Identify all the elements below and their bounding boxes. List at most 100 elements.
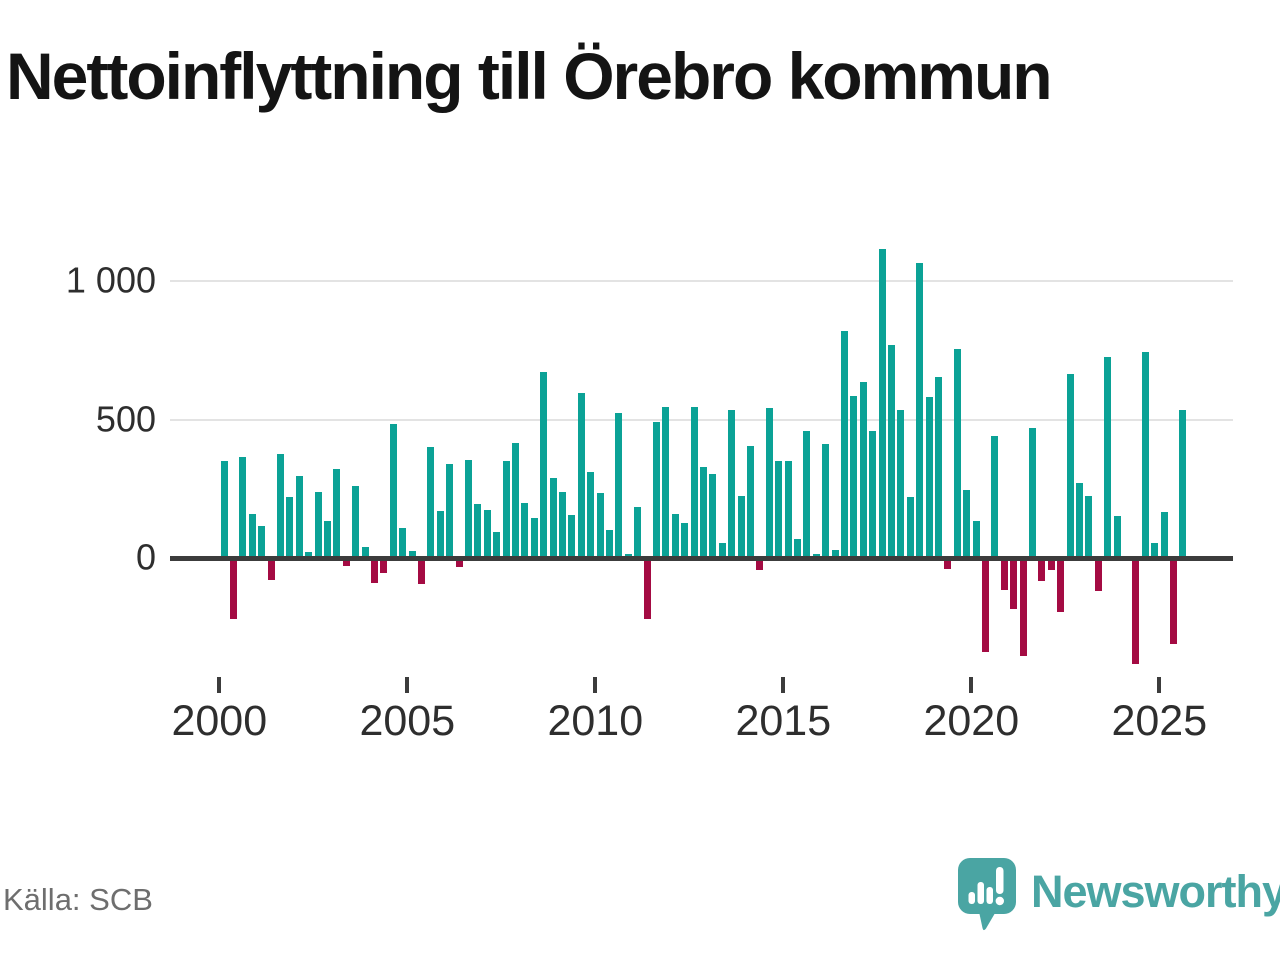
source-note: Källa: SCB [3, 882, 153, 917]
bar [690, 407, 698, 558]
bar [925, 397, 933, 558]
bar [1094, 560, 1102, 591]
bar [568, 515, 576, 558]
bar [1000, 560, 1008, 590]
bar [634, 506, 642, 558]
bar [493, 531, 501, 558]
gridline-1000 [170, 280, 1233, 282]
x-axis-tick-label: 2010 [547, 697, 644, 745]
bar [972, 520, 980, 558]
bar [530, 517, 538, 558]
x-axis-tick-label: 2020 [923, 697, 1020, 745]
bar [239, 456, 247, 558]
bar [822, 444, 830, 558]
bar [1141, 351, 1149, 558]
bar [671, 513, 679, 558]
bar [446, 463, 454, 558]
y-axis-tick-label: 0 [135, 536, 156, 578]
x-axis-zero-line [170, 556, 1233, 561]
bar [295, 476, 303, 558]
bar [652, 422, 660, 558]
bar [887, 344, 895, 558]
bar [511, 443, 519, 558]
bar [859, 382, 867, 558]
bar [784, 461, 792, 558]
bar [389, 423, 397, 558]
bar [540, 372, 548, 558]
bar [643, 560, 651, 619]
bar [1010, 560, 1018, 609]
bar [840, 330, 848, 558]
bar [267, 560, 275, 580]
bar [464, 459, 472, 558]
bar [1057, 560, 1065, 612]
bar [605, 530, 613, 558]
bar [276, 454, 284, 558]
bar [380, 560, 388, 573]
x-axis-tick-label: 2005 [359, 697, 456, 745]
bar [323, 520, 331, 558]
x-axis-tick-mark [969, 677, 974, 693]
bar [681, 523, 689, 558]
bar [906, 497, 914, 558]
bar [718, 542, 726, 558]
bar [812, 553, 820, 558]
bar [502, 461, 510, 558]
bar [831, 549, 839, 558]
bar [1169, 560, 1177, 644]
bar [756, 560, 764, 571]
bar [220, 461, 228, 558]
bar [1132, 560, 1140, 665]
bar [577, 393, 585, 558]
bar [549, 477, 557, 558]
bar [728, 409, 736, 558]
bar [944, 560, 952, 569]
bar [737, 495, 745, 558]
bar [709, 473, 717, 558]
bar [521, 502, 529, 558]
bar [1104, 357, 1112, 558]
bar [352, 485, 360, 558]
bar [455, 560, 463, 568]
x-axis-tick-mark [1157, 677, 1162, 693]
bar [624, 553, 632, 558]
bar [953, 348, 961, 558]
newsworthy-wordmark: Newsworthy [1031, 866, 1280, 917]
bar [342, 560, 350, 567]
x-axis-tick-label: 2000 [171, 697, 268, 745]
bar [991, 436, 999, 558]
bar [258, 526, 266, 558]
bar [1066, 373, 1074, 558]
bar [474, 503, 482, 558]
bar [558, 491, 566, 558]
bar [229, 560, 237, 619]
bar [699, 466, 707, 558]
bar [286, 497, 294, 558]
bar [878, 249, 886, 558]
bar [897, 409, 905, 558]
bar [1047, 560, 1055, 571]
bar [746, 445, 754, 558]
bar [615, 412, 623, 558]
bar [1038, 560, 1046, 582]
x-axis-tick-mark [405, 677, 410, 693]
bar [248, 513, 256, 558]
bar [963, 490, 971, 558]
bar [850, 395, 858, 558]
y-axis-tick-label: 500 [95, 397, 156, 439]
x-axis-tick-mark [781, 677, 786, 693]
bar [869, 430, 877, 558]
bar [662, 407, 670, 558]
bar [1151, 542, 1159, 558]
bar [934, 376, 942, 558]
bar [765, 408, 773, 558]
newsworthy-logo-icon [958, 858, 1016, 931]
bar [370, 560, 378, 583]
chart-title: Nettoinflyttning till Örebro kommun [6, 39, 1053, 113]
bar [803, 430, 811, 558]
bar [1179, 409, 1187, 558]
bar [417, 560, 425, 585]
y-axis-tick-label: 1 000 [65, 259, 156, 301]
bar [793, 538, 801, 558]
